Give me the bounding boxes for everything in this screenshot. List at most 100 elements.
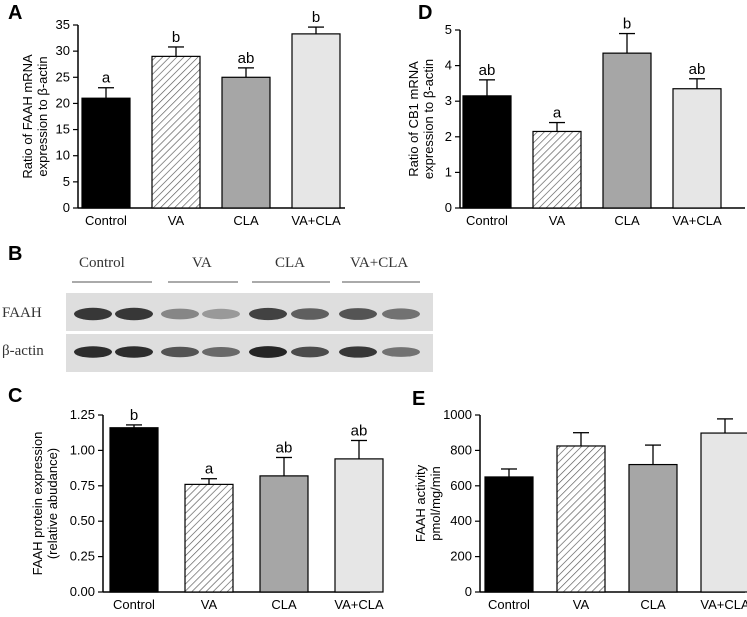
y-tick-label: 0.25 (70, 549, 95, 564)
panel-letter-c: C (8, 385, 23, 407)
y-tick-label: 1.25 (70, 407, 95, 422)
blot-group-label-vacla: VA+CLA (350, 255, 409, 271)
actin-band (161, 346, 199, 358)
faah-band (115, 307, 153, 321)
actin-band (382, 347, 420, 357)
y-tick-label: 4 (445, 58, 452, 73)
bar-control (484, 476, 534, 593)
x-tick-label: Control (85, 213, 127, 228)
y-tick-label: 10 (56, 148, 70, 163)
y-axis-label: pmol/mg/min (428, 466, 443, 540)
significance-letter: b (312, 9, 320, 26)
blot-row-label-actin: β-actin (2, 343, 44, 359)
x-tick-label: Control (113, 597, 155, 612)
blot-group-label-va: VA (192, 255, 212, 271)
y-tick-label: 1.00 (70, 442, 95, 457)
x-tick-label: VA (201, 597, 218, 612)
significance-letter: b (623, 16, 631, 33)
panel-letter-a: A (8, 2, 23, 24)
actin-band (115, 346, 153, 358)
y-axis-label: expression to β-actin (421, 59, 436, 179)
significance-letter: a (205, 461, 214, 478)
faah-band (161, 308, 199, 320)
bar-va (556, 445, 606, 593)
blot-group-underlines (72, 281, 420, 283)
bar-va-cla (672, 88, 722, 209)
faah-band (339, 308, 377, 320)
bar-va-cla (334, 458, 384, 593)
y-axis-label: Ratio of CB1 mRNA (406, 61, 421, 177)
significance-letter: a (102, 70, 111, 87)
bar-va (184, 483, 234, 593)
y-tick-label: 25 (56, 69, 70, 84)
blot-group-label-cla: CLA (275, 255, 305, 271)
faah-protein-bar-chart: 0.00 0.25 0.50 0.75 1.00 1.25 FAAH protein exp… (30, 407, 384, 612)
y-tick-label: 400 (450, 513, 472, 528)
panel-letter-d: D (418, 2, 433, 24)
faah-activity-bar-chart: 0 200 400 600 800 1000 FAAH activity pmol/mg/mi… (413, 407, 747, 612)
actin-band (339, 346, 377, 358)
x-tick-label: VA+CLA (700, 597, 747, 612)
x-tick-label: VA+CLA (672, 213, 722, 228)
y-tick-label: 0 (445, 200, 452, 215)
x-tick-label: Control (466, 213, 508, 228)
bar-cla (628, 463, 678, 593)
blot-row-label-faah: FAAH (2, 305, 42, 321)
faah-band (74, 307, 112, 321)
x-tick-label: VA+CLA (334, 597, 384, 612)
y-tick-label: 35 (56, 17, 70, 32)
faah-band (291, 308, 329, 320)
x-tick-label: VA (549, 213, 566, 228)
y-tick-label: 0 (465, 584, 472, 599)
bar-cla (259, 475, 309, 593)
significance-letter: ab (479, 62, 496, 79)
y-axis-label: (relative abudance) (45, 448, 60, 559)
bar-control (109, 427, 159, 593)
y-tick-label: 0.75 (70, 478, 95, 493)
significance-letter: ab (238, 50, 255, 67)
x-tick-label: Control (488, 597, 530, 612)
faah-band (382, 308, 420, 320)
x-tick-label: VA (168, 213, 185, 228)
y-axis-label: expression to β-actin (35, 56, 50, 176)
y-tick-label: 200 (450, 549, 472, 564)
y-tick-label: 0 (63, 200, 70, 215)
bar-va-cla (291, 33, 341, 209)
bar-va-cla (700, 432, 747, 593)
faah-band (202, 308, 240, 320)
x-tick-label: CLA (614, 213, 640, 228)
actin-band (74, 346, 112, 358)
y-tick-label: 600 (450, 478, 472, 493)
y-axis-label: FAAH activity (413, 464, 428, 542)
actin-band (249, 346, 287, 358)
y-tick-label: 2 (445, 129, 452, 144)
panel-letter-e: E (412, 388, 426, 410)
significance-letter: ab (276, 439, 293, 456)
y-tick-label: 15 (56, 122, 70, 137)
y-tick-label: 5 (63, 174, 70, 189)
bar-va (532, 130, 582, 209)
panel-letter-b: B (8, 243, 23, 265)
y-tick-label: 1000 (443, 407, 472, 422)
blot-group-label-control: Control (79, 255, 125, 271)
x-tick-label: CLA (233, 213, 259, 228)
significance-letter: a (553, 105, 562, 122)
y-tick-label: 800 (450, 442, 472, 457)
significance-letter: b (130, 407, 138, 424)
x-tick-label: CLA (271, 597, 297, 612)
actin-band (291, 346, 329, 358)
y-tick-label: 1 (445, 164, 452, 179)
bar-control (81, 97, 131, 209)
bar-cla (221, 76, 271, 209)
blot-bands (74, 307, 420, 358)
y-tick-label: 30 (56, 43, 70, 58)
x-tick-label: VA (573, 597, 590, 612)
x-tick-label: CLA (640, 597, 666, 612)
y-tick-label: 5 (445, 22, 452, 37)
faah-band (249, 307, 287, 321)
significance-letter: b (172, 29, 180, 46)
y-tick-label: 0.50 (70, 513, 95, 528)
y-axis-label: FAAH protein expression (30, 432, 45, 576)
faah-mrna-bar-chart: 0 5 10 15 20 25 30 35 Ratio of FAAH mRNA expressi… (20, 9, 345, 228)
y-tick-label: 20 (56, 95, 70, 110)
